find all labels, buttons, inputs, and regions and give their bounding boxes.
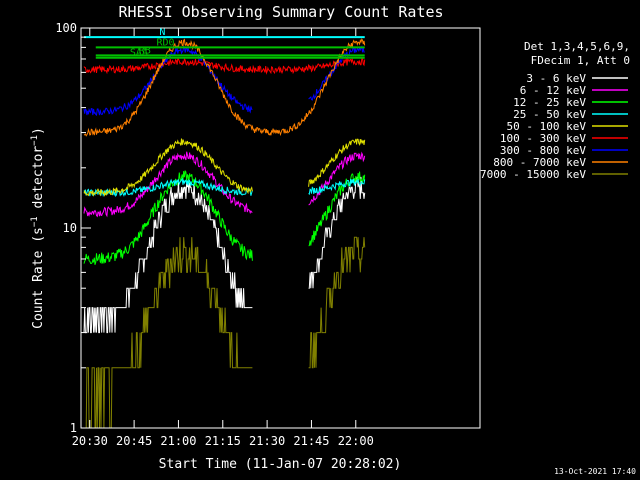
flag-label-4: SAA bbox=[130, 48, 148, 59]
legend-label-3: 12 - 25 keV bbox=[513, 96, 586, 109]
legend-header-line-1: Det 1,3,4,5,6,9, bbox=[524, 40, 630, 53]
legend-label-7: 300 - 800 keV bbox=[500, 144, 586, 157]
series-line-5 bbox=[83, 138, 366, 197]
y-axis-label-sup1: −1 bbox=[30, 216, 40, 227]
x-tick-label-1: 20:30 bbox=[72, 434, 108, 448]
series-line-2 bbox=[83, 151, 366, 218]
y-axis-label-sup2: −1 bbox=[30, 135, 40, 146]
x-tick-label-2: 20:45 bbox=[116, 434, 152, 448]
flag-label-3: RB bbox=[139, 45, 151, 56]
x-tick-label-3: 21:00 bbox=[160, 434, 196, 448]
legend-label-6: 100 - 300 keV bbox=[500, 132, 586, 145]
y-tick-label-2: 10 bbox=[63, 221, 77, 235]
series-line-6 bbox=[83, 57, 366, 75]
series-line-9 bbox=[84, 236, 366, 429]
x-tick-label-7: 22:00 bbox=[338, 434, 374, 448]
x-tick-label-4: 21:15 bbox=[205, 434, 241, 448]
series-layer bbox=[83, 38, 366, 429]
x-tick-label-5: 21:30 bbox=[249, 434, 285, 448]
legend-label-1: 3 - 6 keV bbox=[526, 72, 586, 85]
y-axis-label: Count Rate (s−1 detector−1) bbox=[30, 127, 46, 329]
legend-label-9: 7000 - 15000 keV bbox=[480, 168, 586, 181]
legend-label-2: 6 - 12 keV bbox=[520, 84, 587, 97]
legend-label-8: 800 - 7000 keV bbox=[493, 156, 586, 169]
legend-label-4: 25 - 50 keV bbox=[513, 108, 586, 121]
y-axis-label-mid: detector bbox=[31, 146, 46, 217]
series-line-4 bbox=[83, 177, 366, 198]
legend-label-5: 50 - 100 keV bbox=[507, 120, 587, 133]
legend-header-line-2: FDecim 1, Att 0 bbox=[531, 54, 630, 67]
y-tick-label-1: 1 bbox=[70, 421, 77, 435]
x-tick-label-6: 21:45 bbox=[293, 434, 329, 448]
legend: Det 1,3,4,5,6,9, FDecim 1, Att 0 3 - 6 k… bbox=[480, 40, 630, 181]
y-axis-label-main: Count Rate (s bbox=[31, 227, 46, 329]
series-line-1 bbox=[83, 176, 366, 334]
chart-title: RHESSI Observing Summary Count Rates bbox=[118, 3, 443, 21]
flag-label-2: RD0 bbox=[156, 37, 174, 48]
y-tick-label-3: 100 bbox=[55, 21, 77, 35]
flag-label-1: N bbox=[159, 27, 165, 38]
x-axis-label: Start Time (11-Jan-07 20:28:02) bbox=[159, 457, 402, 472]
footer-timestamp: 13-Oct-2021 17:40 bbox=[554, 467, 636, 476]
axis-layer: 20:30 20:45 21:00 21:15 21:30 21:45 22:00 1 10 10… bbox=[55, 21, 374, 448]
series-line-8 bbox=[83, 38, 366, 137]
y-axis-label-end: ) bbox=[31, 127, 46, 135]
